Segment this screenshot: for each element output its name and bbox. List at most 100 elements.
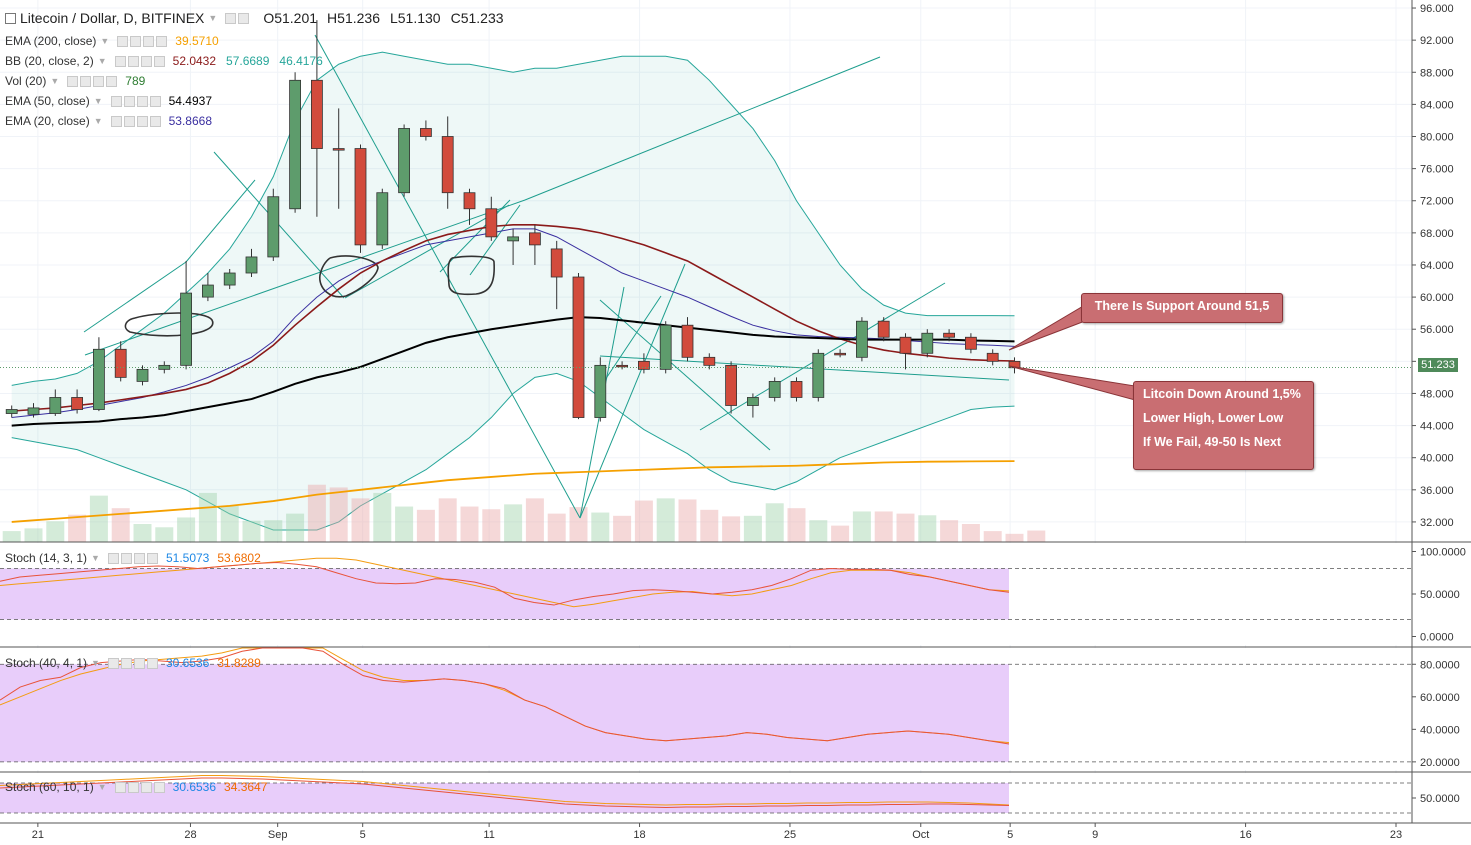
eye-icon[interactable] <box>117 35 129 47</box>
add-icon[interactable] <box>140 55 152 67</box>
add-icon[interactable] <box>136 95 148 107</box>
volume-bar <box>264 520 283 542</box>
chevron-down-icon[interactable]: ▼ <box>93 116 103 126</box>
eye-icon[interactable] <box>110 115 122 127</box>
volume-bar <box>307 484 326 542</box>
support-callout[interactable]: There Is Support Around 51,5 <box>1081 293 1283 323</box>
gear-icon[interactable] <box>120 657 132 669</box>
volume-bar <box>678 499 697 542</box>
gear-icon[interactable] <box>127 55 139 67</box>
add-icon[interactable] <box>133 657 145 669</box>
x-tick-label: 11 <box>483 829 494 841</box>
eye-icon[interactable] <box>107 552 119 564</box>
chevron-down-icon[interactable]: ▼ <box>100 36 110 46</box>
stoch-k-line <box>0 647 1010 745</box>
volume-bar <box>460 506 479 542</box>
chevron-down-icon[interactable]: ▼ <box>93 96 103 106</box>
gear-icon[interactable] <box>123 95 135 107</box>
chevron-down-icon[interactable]: ▼ <box>97 56 107 66</box>
add-icon[interactable] <box>143 35 155 47</box>
close-icon[interactable] <box>149 95 161 107</box>
gear-icon[interactable] <box>130 35 142 47</box>
stoch-k-line <box>0 562 1010 606</box>
stoch-k-line <box>0 777 1010 809</box>
legend-vol[interactable]: Vol (20) ▼ 789 <box>5 74 145 88</box>
volume-bar <box>896 513 915 542</box>
volume-bar <box>722 516 741 542</box>
hand-drawn-circle <box>319 255 379 298</box>
eye-icon[interactable] <box>107 657 119 669</box>
legend-label: Stoch (60, 10, 1) <box>5 780 94 794</box>
close-icon[interactable] <box>149 115 161 127</box>
chevron-down-icon[interactable]: ▼ <box>97 782 107 792</box>
ohlc-open: O51.201 <box>263 10 318 26</box>
volume-bar <box>1005 533 1024 542</box>
legend-value: 53.8668 <box>168 114 213 128</box>
symbol-title[interactable]: Litecoin / Dollar, D, BITFINEX <box>20 10 205 26</box>
gear-icon[interactable] <box>123 115 135 127</box>
gear-icon[interactable] <box>238 12 250 24</box>
collapse-icon[interactable] <box>5 12 16 24</box>
trend-line <box>579 263 686 519</box>
ohlc-low: L51.130 <box>389 10 441 26</box>
x-tick-label: 21 <box>32 829 44 841</box>
volume-bar <box>983 531 1002 542</box>
close-icon[interactable] <box>106 75 118 87</box>
legend-value: 52.0432 <box>172 54 217 68</box>
chevron-down-icon[interactable]: ▼ <box>91 658 100 668</box>
legend-value: 53.6802 <box>217 551 261 565</box>
legend-stoch-60[interactable]: Stoch (60, 10, 1) ▼ 30.6536 34.3647 <box>5 780 267 794</box>
y-tick-label: 88.000 <box>1420 67 1454 79</box>
y-tick-label: 40.000 <box>1420 453 1454 465</box>
eye-icon[interactable] <box>67 75 79 87</box>
legend-ema200[interactable]: EMA (200, close) ▼ 39.5710 <box>5 34 219 48</box>
gear-icon[interactable] <box>80 75 92 87</box>
gear-icon[interactable] <box>120 552 132 564</box>
volume-bars <box>2 484 1046 542</box>
add-icon[interactable] <box>136 115 148 127</box>
trend-line <box>599 299 771 451</box>
chevron-down-icon[interactable]: ▼ <box>208 13 218 23</box>
y-tick-label: 60.000 <box>1420 292 1454 304</box>
eye-icon[interactable] <box>110 95 122 107</box>
candle-body <box>681 324 694 358</box>
candle-body <box>616 364 628 368</box>
chevron-down-icon[interactable]: ▼ <box>50 76 60 86</box>
add-icon[interactable] <box>140 781 152 793</box>
volume-bar <box>525 498 544 542</box>
close-icon[interactable] <box>153 781 165 793</box>
gear-icon[interactable] <box>127 781 139 793</box>
legend-stoch-14[interactable]: Stoch (14, 3, 1) ▼ 51.5073 53.6802 <box>5 551 261 565</box>
candle-body <box>507 236 520 242</box>
legend-value: 39.5710 <box>175 34 219 48</box>
volume-bar <box>547 513 566 542</box>
downtrend-callout[interactable]: Litcoin Down Around 1,5% Lower High, Low… <box>1133 381 1314 470</box>
eye-icon[interactable] <box>114 781 126 793</box>
candle-body <box>354 148 367 246</box>
add-icon[interactable] <box>133 552 145 564</box>
close-icon[interactable] <box>153 55 165 67</box>
legend-value: 57.6689 <box>226 54 270 68</box>
close-icon[interactable] <box>146 552 158 564</box>
legend-stoch-40[interactable]: Stoch (40, 4, 1) ▼ 30.6536 31.8289 <box>5 656 261 670</box>
chevron-down-icon[interactable]: ▼ <box>91 553 100 563</box>
eye-icon[interactable] <box>114 55 126 67</box>
candle-body <box>376 192 389 246</box>
close-icon[interactable] <box>156 35 168 47</box>
candle-body <box>550 248 563 278</box>
x-tick-label: 25 <box>784 829 796 841</box>
eye-icon[interactable] <box>225 12 237 24</box>
add-icon[interactable] <box>93 75 105 87</box>
legend-ema20[interactable]: EMA (20, close) ▼ 53.8668 <box>5 114 212 128</box>
candle-body <box>943 332 955 338</box>
x-tick-label: Sep <box>268 829 288 841</box>
close-icon[interactable] <box>146 657 158 669</box>
volume-bar <box>569 507 588 542</box>
legend-ema50[interactable]: EMA (50, close) ▼ 54.4937 <box>5 94 212 108</box>
callout-line: If We Fail, 49-50 Is Next <box>1143 435 1282 449</box>
trend-line <box>83 261 187 333</box>
candle-body <box>49 397 62 414</box>
y-tick-label: 68.000 <box>1420 228 1454 240</box>
legend-bb[interactable]: BB (20, close, 2) ▼ 52.0432 57.6689 46.4… <box>5 54 323 68</box>
legend-label: Stoch (40, 4, 1) <box>5 656 88 670</box>
